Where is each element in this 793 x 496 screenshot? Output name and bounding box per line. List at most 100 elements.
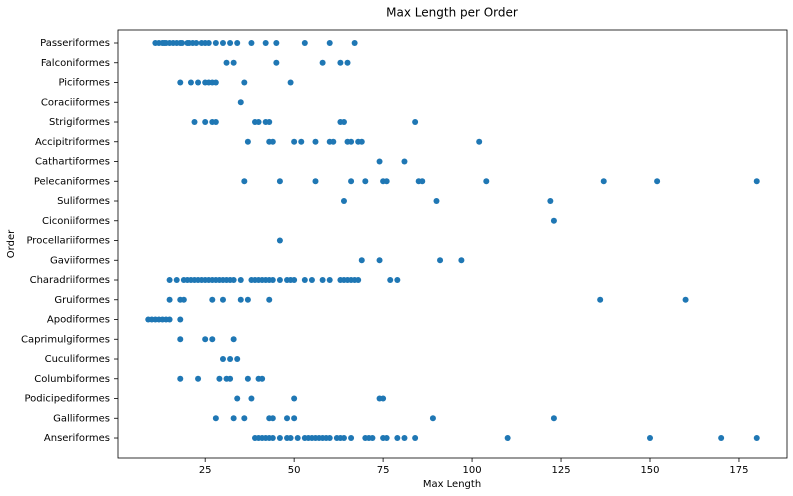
point (550, 415, 557, 422)
y-tick-label: Galliformes (53, 413, 110, 424)
point (654, 178, 661, 185)
point (291, 415, 298, 422)
y-tick-label: Falconiformes (41, 58, 110, 69)
point (380, 395, 387, 402)
point (646, 435, 653, 442)
point (682, 296, 689, 303)
plot-frame (117, 29, 788, 459)
point (212, 415, 219, 422)
point (212, 119, 219, 126)
point (166, 296, 173, 303)
point (326, 277, 333, 284)
y-tick-label: Procellariiformes (26, 236, 110, 247)
point (216, 375, 223, 382)
y-tick-label: Accipitriformes (35, 137, 110, 148)
point (212, 79, 219, 86)
point (326, 435, 333, 442)
y-axis-label: Order (6, 229, 17, 258)
point (600, 178, 607, 185)
point (212, 40, 219, 46)
point (348, 178, 355, 185)
point (348, 435, 355, 442)
y-tick-label: Apodiformes (47, 315, 110, 326)
point (340, 119, 347, 126)
y-tick-label: Anseriformes (44, 433, 110, 444)
point (177, 79, 184, 86)
point (234, 40, 241, 46)
point (351, 40, 358, 46)
point (287, 435, 294, 442)
point (383, 435, 390, 442)
point (219, 356, 226, 363)
point (202, 336, 209, 343)
y-tick-label: Podicipediformes (25, 394, 111, 405)
point (412, 119, 419, 126)
point (269, 435, 276, 442)
point (244, 296, 251, 303)
y-tick-label: Pelecaniformes (34, 176, 110, 187)
point (358, 257, 365, 264)
point (753, 435, 760, 442)
point (179, 40, 186, 46)
point (177, 316, 184, 323)
point (248, 40, 255, 46)
point (301, 277, 308, 284)
point (230, 277, 237, 284)
point (419, 178, 426, 185)
point (219, 296, 226, 303)
y-tick-label: Piciformes (58, 78, 110, 89)
point (340, 198, 347, 205)
point (227, 356, 234, 363)
point (230, 415, 237, 422)
y-tick-label: Gruiformes (54, 295, 110, 306)
x-tick-label: 75 (377, 465, 390, 476)
point (237, 99, 244, 106)
point (273, 40, 280, 46)
point (376, 257, 383, 264)
point (187, 79, 194, 86)
point (369, 435, 376, 442)
point (248, 395, 255, 402)
point (504, 435, 511, 442)
point (266, 119, 273, 126)
point (269, 415, 276, 422)
y-tick-label: Passeriformes (40, 38, 110, 49)
point (394, 277, 401, 284)
point (223, 59, 230, 66)
point (412, 435, 419, 442)
point (266, 296, 273, 303)
point (269, 138, 276, 145)
x-tick-label: 50 (288, 465, 301, 476)
point (202, 119, 209, 126)
point (230, 336, 237, 343)
point (383, 178, 390, 185)
point (437, 257, 444, 264)
point (394, 435, 401, 442)
point (433, 198, 440, 205)
point (262, 40, 269, 46)
point (308, 277, 315, 284)
y-tick-label: Caprimulgiformes (21, 334, 110, 345)
point (401, 435, 408, 442)
point (547, 198, 554, 205)
point (219, 40, 226, 46)
point (312, 138, 319, 145)
point (234, 356, 241, 363)
x-axis-label: Max Length (423, 479, 481, 490)
point (362, 178, 369, 185)
point (273, 59, 280, 66)
x-tick-label: 150 (640, 465, 659, 476)
point (177, 375, 184, 382)
point (193, 40, 200, 46)
chart-title: Max Length per Order (386, 6, 518, 20)
point (241, 79, 248, 86)
y-tick-label: Columbiformes (34, 374, 110, 385)
point (276, 178, 283, 185)
point (195, 79, 202, 86)
point (319, 277, 326, 284)
point (294, 435, 301, 442)
y-tick-label: Charadriiformes (30, 275, 110, 286)
point (180, 296, 187, 303)
point (195, 375, 202, 382)
